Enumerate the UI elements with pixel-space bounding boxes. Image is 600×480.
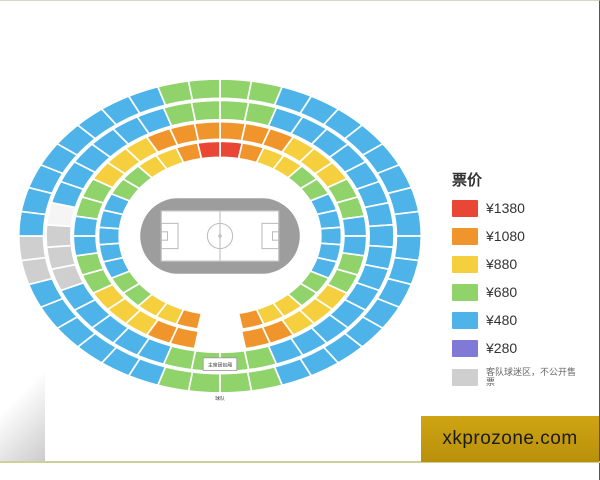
watermark-text: xkprozone.com (442, 428, 577, 450)
legend-swatch-3 (452, 284, 478, 301)
legend-item-1: ¥1080 (452, 228, 592, 245)
seat-section-r0-19[interactable] (220, 372, 252, 393)
legend-swatch-1 (452, 228, 478, 245)
seat-section-r2-26[interactable] (73, 236, 98, 256)
legend-item-2: ¥880 (452, 256, 592, 273)
seat-section-r1-28[interactable] (46, 225, 72, 247)
bottom-small-label: 球队 (215, 395, 225, 402)
seat-section-r0-29[interactable] (18, 236, 45, 261)
legend-title: 票价 (452, 169, 592, 190)
seat-section-r2-8[interactable] (342, 216, 367, 236)
screenshot-root: 主席团包厢 球队 票价 ¥1380 ¥1080 ¥880 ¥680 ¥480 ¥280 客队球… (0, 0, 600, 480)
legend-swatch-2 (452, 256, 478, 273)
legend-item-3: ¥680 (452, 284, 592, 301)
legend-label-0: ¥1380 (486, 201, 525, 216)
seat-section-r1-37[interactable] (191, 100, 220, 121)
legend-label-2: ¥880 (486, 257, 517, 272)
seat-section-r0-39[interactable] (188, 79, 220, 100)
stadium-chart: 主席团包厢 球队 (10, 26, 430, 446)
legend-label-1: ¥1080 (486, 229, 525, 244)
seat-section-r0-30[interactable] (18, 211, 45, 236)
legend-rows: ¥1380 ¥1080 ¥880 ¥680 ¥480 ¥280 客队球迷区，不公开售票 (452, 200, 592, 388)
legend-label-4: ¥480 (486, 313, 517, 328)
seat-section-r0-20[interactable] (188, 372, 220, 393)
seat-section-r3-8[interactable] (320, 227, 341, 245)
legend-label-5: ¥280 (486, 341, 517, 356)
legend-swatch-4 (452, 312, 478, 329)
legend-item-5: ¥280 (452, 340, 592, 357)
vip-box-outline (203, 358, 237, 371)
legend-swatch-5 (452, 340, 478, 357)
legend-label-3: ¥680 (486, 285, 517, 300)
watermark-banner: xkprozone.com (421, 416, 599, 462)
seat-section-r2-35[interactable] (194, 121, 220, 140)
legend-item-6: 客队球迷区，不公开售票 (452, 368, 592, 388)
price-legend: 票价 ¥1380 ¥1080 ¥880 ¥680 ¥480 ¥280 客队球迷区，不公开售票 (452, 169, 592, 399)
seat-section-r1-9[interactable] (369, 225, 395, 247)
legend-label-6: 客队球迷区，不公开售票 (486, 368, 581, 388)
legend-swatch-0 (452, 200, 478, 217)
seat-section-r0-0[interactable] (220, 79, 252, 100)
seat-section-r0-10[interactable] (394, 236, 421, 261)
seat-section-r3-33[interactable] (198, 141, 220, 159)
legend-item-4: ¥480 (452, 312, 592, 329)
legend-item-0: ¥1380 (452, 200, 592, 217)
seat-section-r0-9[interactable] (394, 211, 421, 236)
seat-section-r3-25[interactable] (98, 227, 119, 245)
legend-swatch-6 (452, 369, 478, 386)
